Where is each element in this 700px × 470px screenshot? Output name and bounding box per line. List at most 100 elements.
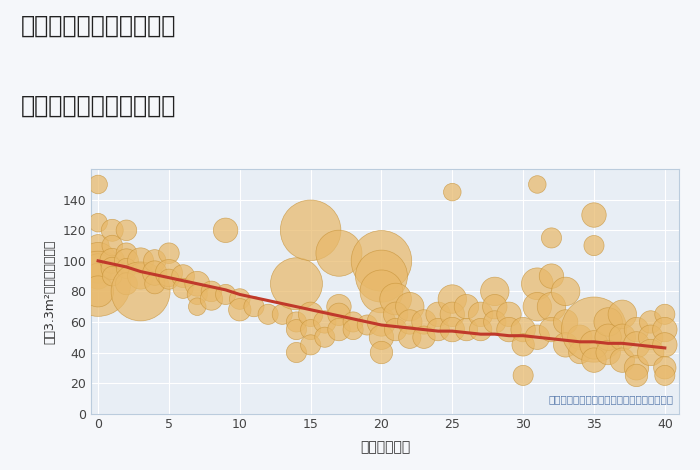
- Point: [475, 326, 486, 333]
- Point: [106, 265, 118, 272]
- Point: [589, 356, 600, 364]
- Point: [92, 219, 104, 227]
- Point: [92, 181, 104, 188]
- Point: [106, 227, 118, 234]
- Point: [560, 318, 571, 326]
- Point: [305, 341, 316, 349]
- Point: [121, 265, 132, 272]
- Point: [163, 269, 174, 277]
- Point: [92, 280, 104, 288]
- Point: [121, 250, 132, 257]
- Point: [106, 272, 118, 280]
- Point: [92, 265, 104, 272]
- Point: [447, 326, 458, 333]
- Point: [603, 318, 614, 326]
- Point: [659, 326, 671, 333]
- Point: [589, 242, 600, 249]
- Point: [92, 288, 104, 295]
- Point: [149, 280, 160, 288]
- Point: [192, 303, 203, 310]
- Point: [276, 311, 288, 318]
- Point: [574, 334, 585, 341]
- Point: [645, 318, 657, 326]
- Point: [262, 311, 274, 318]
- Point: [631, 326, 642, 333]
- Point: [645, 334, 657, 341]
- Point: [163, 250, 174, 257]
- Point: [532, 334, 543, 341]
- Point: [489, 288, 500, 295]
- Point: [589, 211, 600, 219]
- Point: [163, 275, 174, 283]
- Point: [178, 284, 189, 292]
- Point: [404, 334, 415, 341]
- Point: [546, 272, 557, 280]
- Point: [206, 288, 217, 295]
- Point: [517, 341, 528, 349]
- Point: [121, 280, 132, 288]
- Point: [560, 288, 571, 295]
- Point: [433, 326, 444, 333]
- Point: [319, 318, 330, 326]
- Point: [489, 303, 500, 310]
- Point: [92, 242, 104, 249]
- Point: [404, 303, 415, 310]
- Point: [305, 311, 316, 318]
- Point: [290, 280, 302, 288]
- Point: [333, 311, 344, 318]
- Point: [631, 372, 642, 379]
- Point: [149, 269, 160, 277]
- Point: [659, 372, 671, 379]
- Point: [347, 318, 358, 326]
- Point: [192, 280, 203, 288]
- Point: [178, 272, 189, 280]
- Point: [631, 364, 642, 371]
- Point: [376, 257, 387, 265]
- Point: [517, 372, 528, 379]
- Point: [503, 326, 514, 333]
- Point: [121, 257, 132, 265]
- Point: [376, 318, 387, 326]
- X-axis label: 築年数（年）: 築年数（年）: [360, 440, 410, 454]
- Point: [603, 349, 614, 356]
- Point: [617, 311, 628, 318]
- Point: [617, 334, 628, 341]
- Point: [659, 311, 671, 318]
- Point: [447, 311, 458, 318]
- Point: [206, 295, 217, 303]
- Point: [220, 227, 231, 234]
- Y-axis label: 嵳（3.3m²）単価（万円）: 嵳（3.3m²）単価（万円）: [43, 239, 57, 344]
- Point: [376, 349, 387, 356]
- Point: [92, 257, 104, 265]
- Point: [333, 303, 344, 310]
- Point: [574, 349, 585, 356]
- Point: [290, 326, 302, 333]
- Point: [546, 234, 557, 242]
- Text: 円の大きさは、取引のあった物件面積を示す: 円の大きさは、取引のあった物件面積を示す: [548, 394, 673, 404]
- Point: [248, 303, 260, 310]
- Text: 築年数別中古戸建て価格: 築年数別中古戸建て価格: [21, 94, 176, 118]
- Point: [589, 341, 600, 349]
- Point: [135, 257, 146, 265]
- Point: [390, 295, 401, 303]
- Point: [532, 303, 543, 310]
- Point: [135, 272, 146, 280]
- Point: [659, 341, 671, 349]
- Point: [347, 326, 358, 333]
- Point: [390, 311, 401, 318]
- Point: [631, 341, 642, 349]
- Point: [121, 227, 132, 234]
- Point: [461, 303, 472, 310]
- Point: [546, 326, 557, 333]
- Point: [433, 311, 444, 318]
- Point: [106, 257, 118, 265]
- Point: [333, 250, 344, 257]
- Point: [503, 311, 514, 318]
- Point: [447, 295, 458, 303]
- Point: [376, 288, 387, 295]
- Point: [419, 334, 430, 341]
- Point: [532, 181, 543, 188]
- Point: [192, 290, 203, 298]
- Point: [376, 334, 387, 341]
- Point: [333, 326, 344, 333]
